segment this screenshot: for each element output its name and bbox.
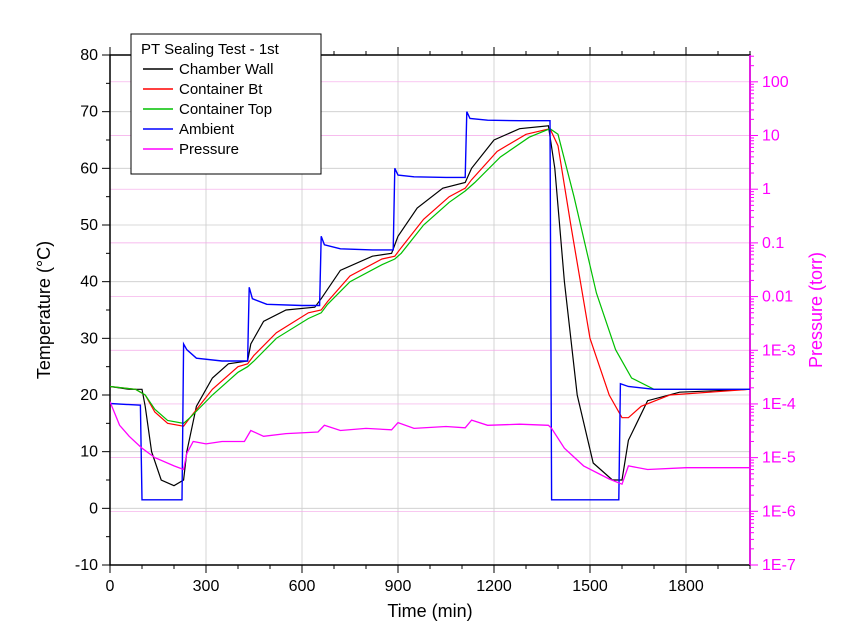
y2-tick-label: 0.1 <box>762 235 784 252</box>
y1-tick-label: -10 <box>75 557 98 574</box>
y2-tick-label: 1E-5 <box>762 450 796 467</box>
y1-tick-label: 50 <box>80 217 98 234</box>
chart-svg: 0 300 600 900 1200 1500 1800 -10 0 10 20 30 40 50 60 70… <box>0 0 844 625</box>
y2-tick-label: 1E-3 <box>762 342 796 359</box>
x-tick-label: 1200 <box>476 578 512 595</box>
legend-title: PT Sealing Test - 1st <box>141 41 280 58</box>
y2-tick-label: 1E-7 <box>762 557 796 574</box>
x-tick-label: 600 <box>289 578 316 595</box>
y2-axis-label: Pressure (torr) <box>806 252 826 368</box>
legend-item-label: Container Bt <box>179 81 263 98</box>
x-tick-label: 0 <box>106 578 115 595</box>
y2-tick-label: 100 <box>762 74 789 91</box>
y1-tick-label: 40 <box>80 274 98 291</box>
y2-tick-label: 1E-6 <box>762 503 796 520</box>
x-tick-label: 1500 <box>572 578 608 595</box>
x-tick-label: 1800 <box>668 578 704 595</box>
y2-tick-label: 0.01 <box>762 289 793 306</box>
y1-tick-label: 30 <box>80 330 98 347</box>
y1-tick-label: 80 <box>80 47 98 64</box>
legend-item-label: Ambient <box>179 121 235 138</box>
y1-tick-label: 70 <box>80 104 98 121</box>
y1-tick-label: 20 <box>80 387 98 404</box>
y1-tick-label: 60 <box>80 160 98 177</box>
x-tick-label: 300 <box>193 578 220 595</box>
y1-tick-label: 10 <box>80 444 98 461</box>
y1-axis-label: Temperature (°C) <box>34 241 54 379</box>
x-axis-label: Time (min) <box>387 601 472 621</box>
x-tick-label: 900 <box>385 578 412 595</box>
legend-item-label: Container Top <box>179 101 272 118</box>
legend-item-label: Pressure <box>179 141 239 158</box>
chart-container: 0 300 600 900 1200 1500 1800 -10 0 10 20 30 40 50 60 70… <box>0 0 844 625</box>
y1-tick-label: 0 <box>89 500 98 517</box>
legend-item-label: Chamber Wall <box>179 61 273 78</box>
y2-tick-label: 1 <box>762 181 771 198</box>
y2-tick-label: 10 <box>762 128 780 145</box>
y2-tick-label: 1E-4 <box>762 396 796 413</box>
